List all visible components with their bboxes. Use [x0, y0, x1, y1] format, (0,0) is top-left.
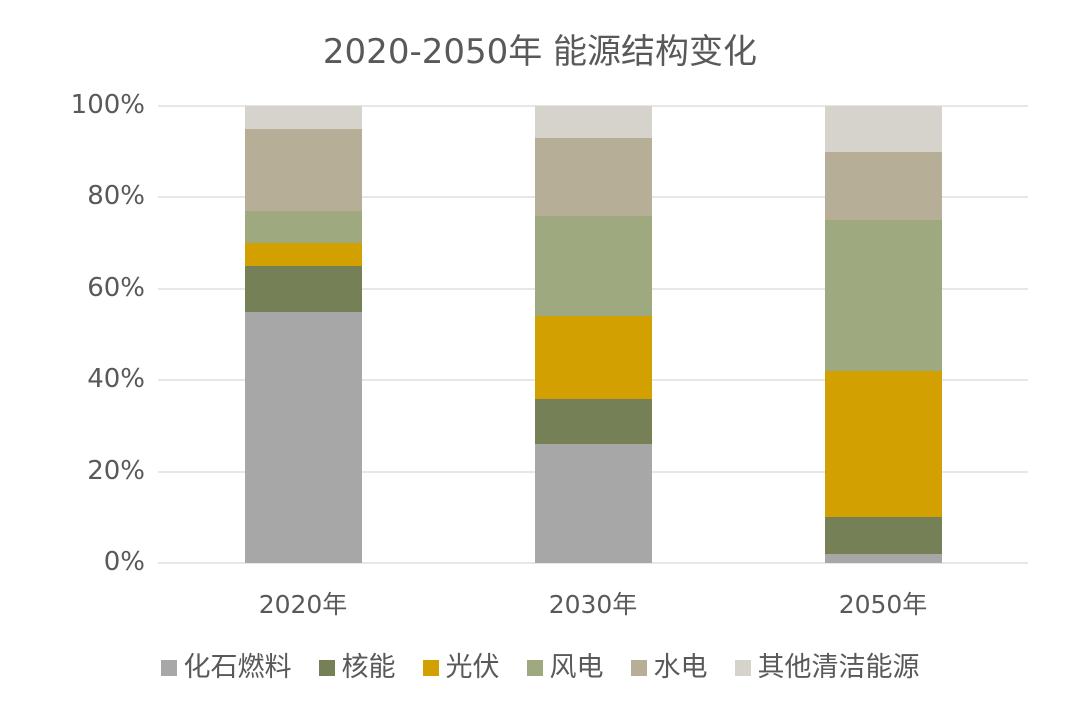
legend: 化石燃料 核能 光伏 风电 水电 其他清洁能源: [0, 652, 1080, 684]
legend-label: 水电: [653, 652, 708, 683]
plot-area: 2020年 2030年 2050年: [158, 105, 1028, 619]
y-tick-label: 40%: [87, 364, 145, 395]
bar-segment: [824, 220, 942, 372]
bar-segment: [534, 444, 652, 563]
legend-item: 风电: [526, 652, 604, 684]
legend-item: 其他清洁能源: [734, 652, 920, 684]
bar-segment: [824, 151, 942, 221]
stacked-bar: [534, 106, 652, 563]
legend-swatch: [630, 660, 647, 676]
y-tick-label: 60%: [87, 272, 145, 303]
bar-segment: [244, 106, 362, 129]
bar-segment: [244, 311, 362, 563]
legend-swatch: [734, 660, 751, 676]
bar-segment: [534, 398, 652, 445]
x-tick-label: 2020年: [258, 590, 348, 619]
bar-segment: [244, 128, 362, 212]
bar-segment: [534, 215, 652, 317]
legend-swatch: [422, 660, 439, 676]
bar-segment: [244, 211, 362, 244]
bar-segment: [534, 106, 652, 139]
legend-item: 化石燃料: [160, 652, 292, 684]
stacked-bar: [824, 106, 942, 563]
y-tick-label: 80%: [87, 181, 145, 212]
bar-segment: [824, 106, 942, 152]
gridline: [158, 562, 1028, 564]
bar-segment: [824, 517, 942, 554]
x-tick-label: 2050年: [838, 590, 928, 619]
legend-label: 化石燃料: [183, 652, 292, 683]
legend-swatch: [526, 660, 543, 676]
legend-label: 光伏: [445, 652, 500, 683]
legend-item: 水电: [630, 652, 708, 684]
y-axis: 0% 20% 40% 60% 80% 100%: [0, 92, 145, 575]
legend-swatch: [160, 660, 177, 676]
legend-label: 其他清洁能源: [757, 652, 920, 683]
y-tick-label: 20%: [87, 455, 145, 486]
legend-label: 风电: [549, 652, 604, 683]
y-tick-label: 100%: [70, 90, 145, 120]
bar-segment: [824, 371, 942, 518]
bar-segment: [534, 138, 652, 216]
legend-item: 光伏: [422, 652, 500, 684]
chart-title: 2020-2050年 能源结构变化: [322, 32, 758, 72]
legend-label: 核能: [341, 652, 396, 683]
stacked-bar: [244, 106, 362, 563]
gridline: [158, 105, 1028, 107]
legend-swatch: [318, 660, 335, 676]
bar-segment: [824, 553, 942, 563]
y-tick-label: 0%: [103, 547, 145, 577]
legend-item: 核能: [318, 652, 396, 684]
bar-segment: [534, 316, 652, 399]
bar-segment: [244, 265, 362, 312]
bar-segment: [244, 243, 362, 266]
x-tick-label: 2030年: [548, 590, 638, 619]
